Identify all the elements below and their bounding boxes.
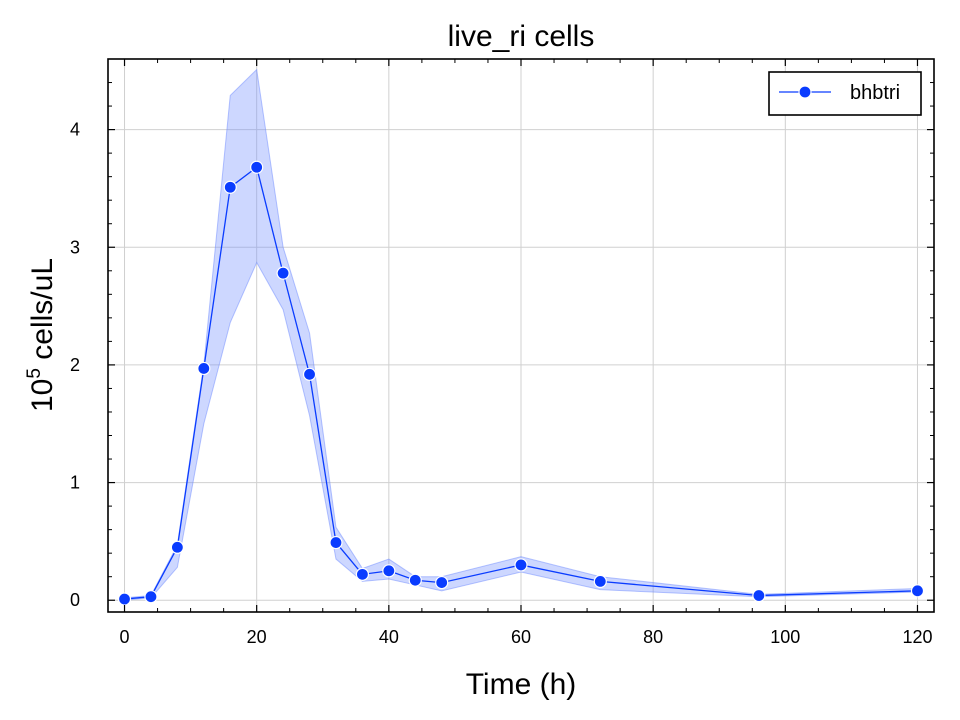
data-point: [329, 535, 343, 550]
data-point: [593, 574, 607, 589]
data-point: [276, 266, 290, 280]
y-axis-label-base: 10: [26, 379, 59, 412]
legend: bhbtri: [768, 71, 922, 116]
data-point: [355, 567, 370, 581]
data-point-layer: [117, 160, 925, 606]
x-tick-label: 80: [643, 627, 663, 647]
data-point: [435, 575, 449, 590]
tick-labels: 0 20 40 60 80 100 120 0 1 2 3 4: [70, 120, 933, 647]
y-tick-label: 4: [70, 120, 80, 140]
data-point: [382, 564, 396, 578]
y-tick-label: 0: [70, 590, 80, 610]
x-tick-label: 0: [120, 627, 130, 647]
data-point: [752, 588, 766, 603]
data-point: [170, 540, 184, 554]
axis-ticks: [108, 59, 934, 612]
data-point: [144, 590, 158, 604]
y-tick-label: 1: [70, 473, 80, 493]
y-axis-label-exponent: 5: [24, 368, 45, 379]
data-point: [223, 180, 237, 194]
data-point: [250, 160, 264, 174]
y-axis-label: 105 cells/uL: [24, 258, 59, 412]
legend-box: [768, 71, 922, 116]
data-point: [408, 573, 422, 587]
legend-label: bhbtri: [850, 82, 900, 104]
y-tick-label: 2: [70, 355, 80, 375]
grid: [108, 59, 934, 612]
x-tick-label: 60: [511, 627, 531, 647]
x-tick-label: 20: [247, 627, 267, 647]
data-point: [910, 584, 925, 598]
y-axis-label-rest: cells/uL: [26, 258, 59, 368]
x-tick-label: 40: [379, 627, 399, 647]
legend-point-marker: [798, 85, 812, 99]
data-point: [117, 592, 132, 606]
chart-title: live_ri cells: [448, 20, 595, 53]
data-point: [514, 558, 528, 572]
x-axis-label: Time (h): [466, 668, 577, 701]
data-point: [302, 367, 317, 381]
x-tick-label: 120: [902, 627, 932, 647]
y-tick-label: 3: [70, 237, 80, 257]
x-tick-label: 100: [770, 627, 800, 647]
data-point: [197, 361, 211, 376]
